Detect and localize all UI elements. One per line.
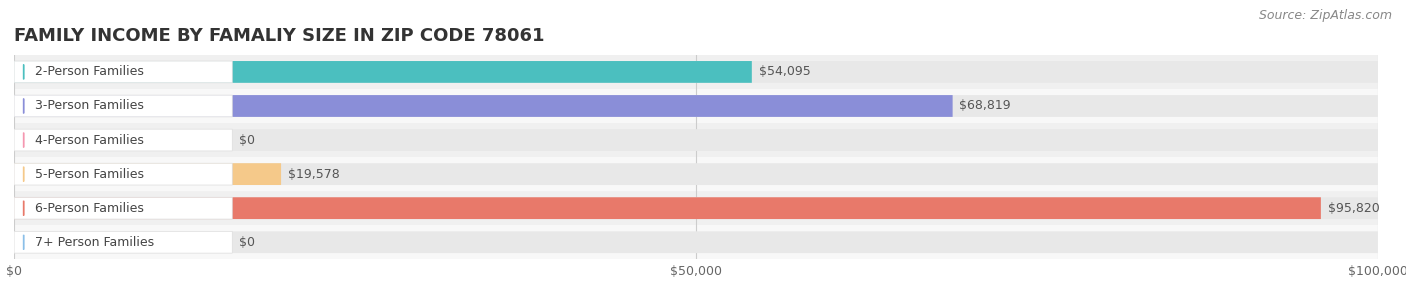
FancyBboxPatch shape — [14, 61, 1378, 83]
Text: $54,095: $54,095 — [759, 66, 810, 78]
Text: 6-Person Families: 6-Person Families — [35, 202, 143, 215]
FancyBboxPatch shape — [14, 163, 232, 185]
FancyBboxPatch shape — [14, 55, 1378, 89]
FancyBboxPatch shape — [14, 95, 953, 117]
Text: 5-Person Families: 5-Person Families — [35, 168, 143, 181]
FancyBboxPatch shape — [14, 225, 1378, 259]
Text: $19,578: $19,578 — [288, 168, 340, 181]
FancyBboxPatch shape — [14, 197, 1320, 219]
FancyBboxPatch shape — [14, 129, 1378, 151]
FancyBboxPatch shape — [14, 95, 232, 117]
FancyBboxPatch shape — [14, 163, 281, 185]
Text: $68,819: $68,819 — [959, 99, 1011, 113]
Text: FAMILY INCOME BY FAMALIY SIZE IN ZIP CODE 78061: FAMILY INCOME BY FAMALIY SIZE IN ZIP COD… — [14, 27, 544, 45]
FancyBboxPatch shape — [14, 61, 752, 83]
Text: 7+ Person Families: 7+ Person Families — [35, 236, 153, 249]
FancyBboxPatch shape — [14, 231, 232, 253]
FancyBboxPatch shape — [14, 197, 232, 219]
Text: Source: ZipAtlas.com: Source: ZipAtlas.com — [1258, 9, 1392, 22]
FancyBboxPatch shape — [14, 123, 1378, 157]
FancyBboxPatch shape — [14, 95, 1378, 117]
FancyBboxPatch shape — [14, 129, 232, 151]
Text: 2-Person Families: 2-Person Families — [35, 66, 143, 78]
Text: $0: $0 — [239, 236, 254, 249]
Text: $95,820: $95,820 — [1327, 202, 1379, 215]
FancyBboxPatch shape — [14, 197, 1378, 219]
Text: 4-Person Families: 4-Person Families — [35, 134, 143, 146]
FancyBboxPatch shape — [14, 157, 1378, 191]
Text: 3-Person Families: 3-Person Families — [35, 99, 143, 113]
Text: $0: $0 — [239, 134, 254, 146]
FancyBboxPatch shape — [14, 89, 1378, 123]
FancyBboxPatch shape — [14, 61, 232, 83]
FancyBboxPatch shape — [14, 163, 1378, 185]
FancyBboxPatch shape — [14, 191, 1378, 225]
FancyBboxPatch shape — [14, 231, 1378, 253]
